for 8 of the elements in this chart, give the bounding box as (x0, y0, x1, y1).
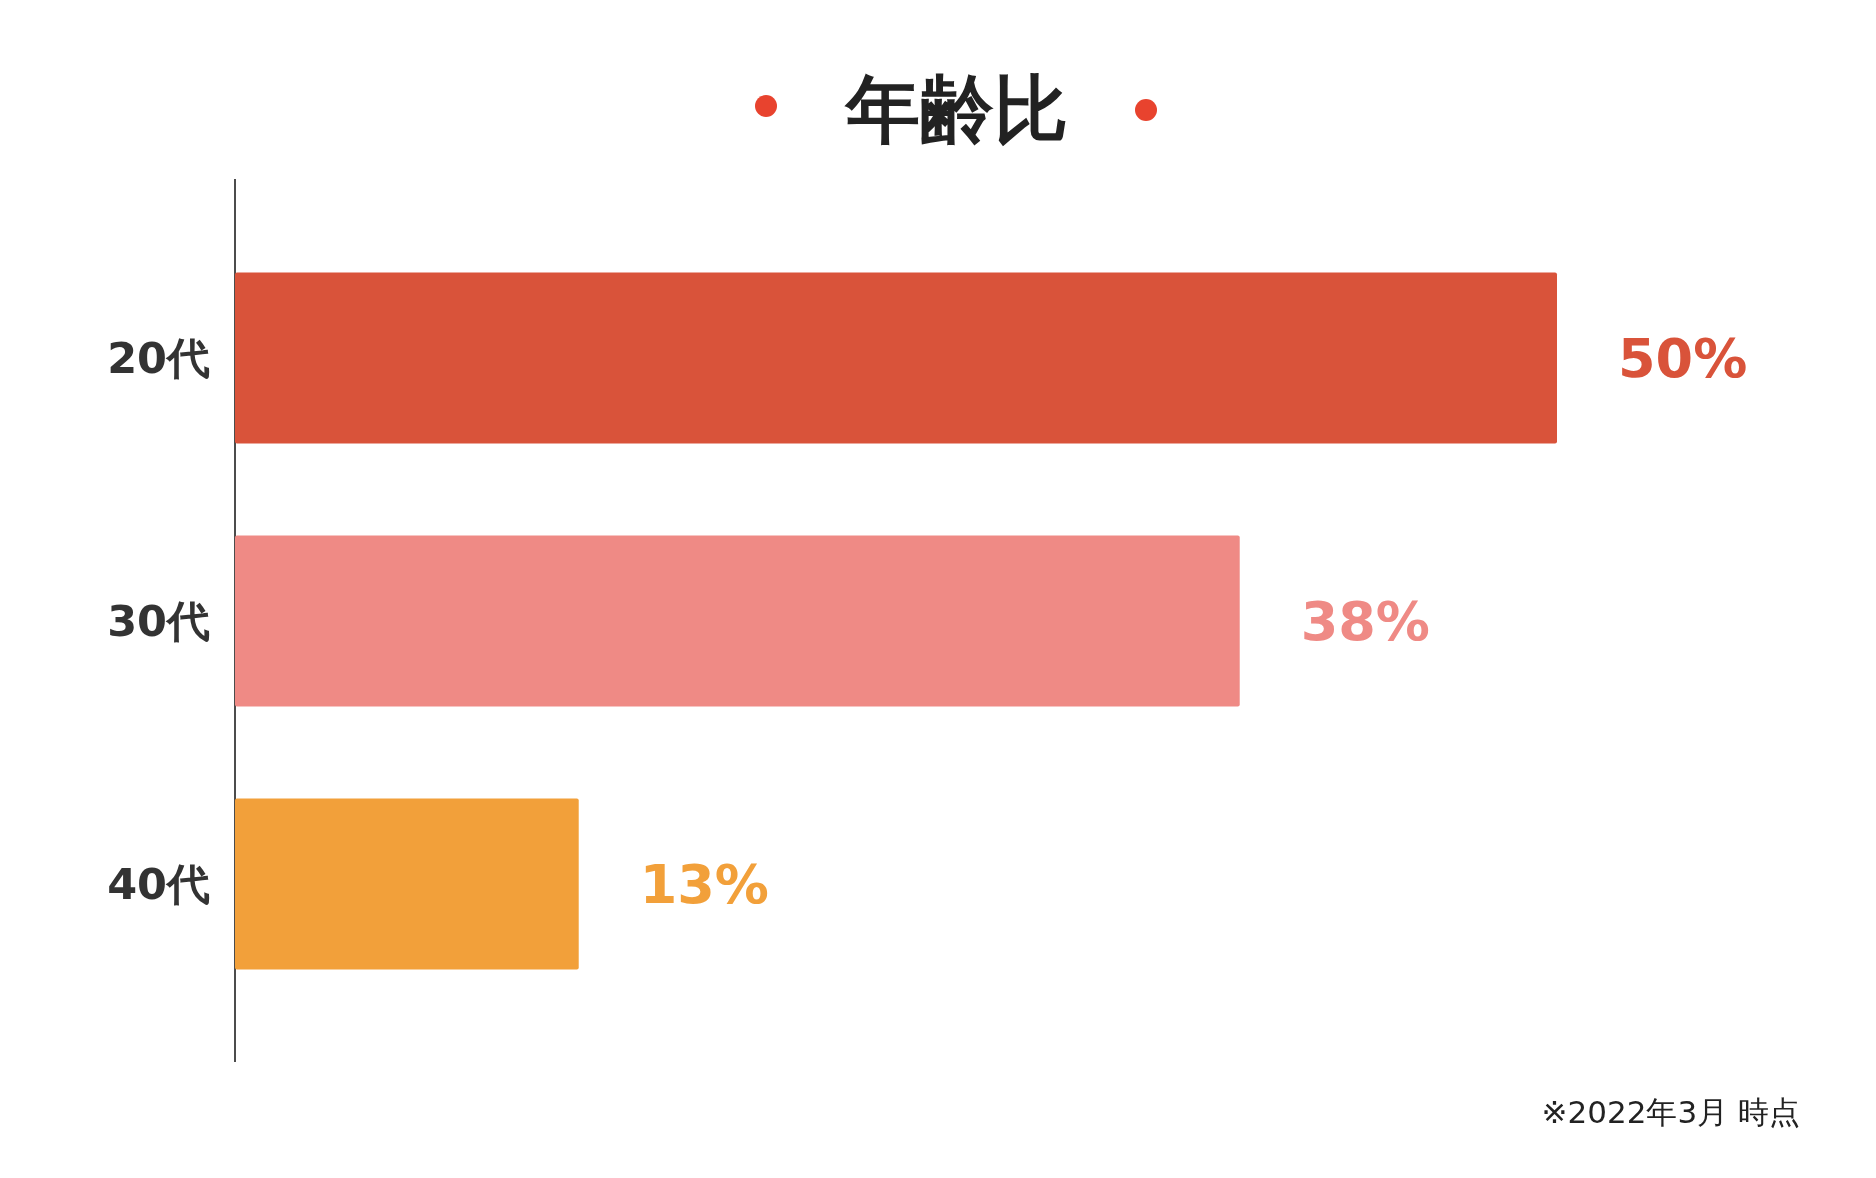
y-tick-label: 30代 (107, 596, 210, 646)
data-label: 50% (1618, 327, 1748, 390)
data-label: 13% (639, 853, 769, 916)
text: ※2022年3月 時点 (1541, 1094, 1800, 1130)
data-label: 38% (1300, 590, 1430, 653)
chart-title: 年齢比 (844, 66, 1068, 152)
y-tick-label: 20代 (107, 333, 210, 383)
y-tick-label: 40代 (107, 859, 210, 909)
